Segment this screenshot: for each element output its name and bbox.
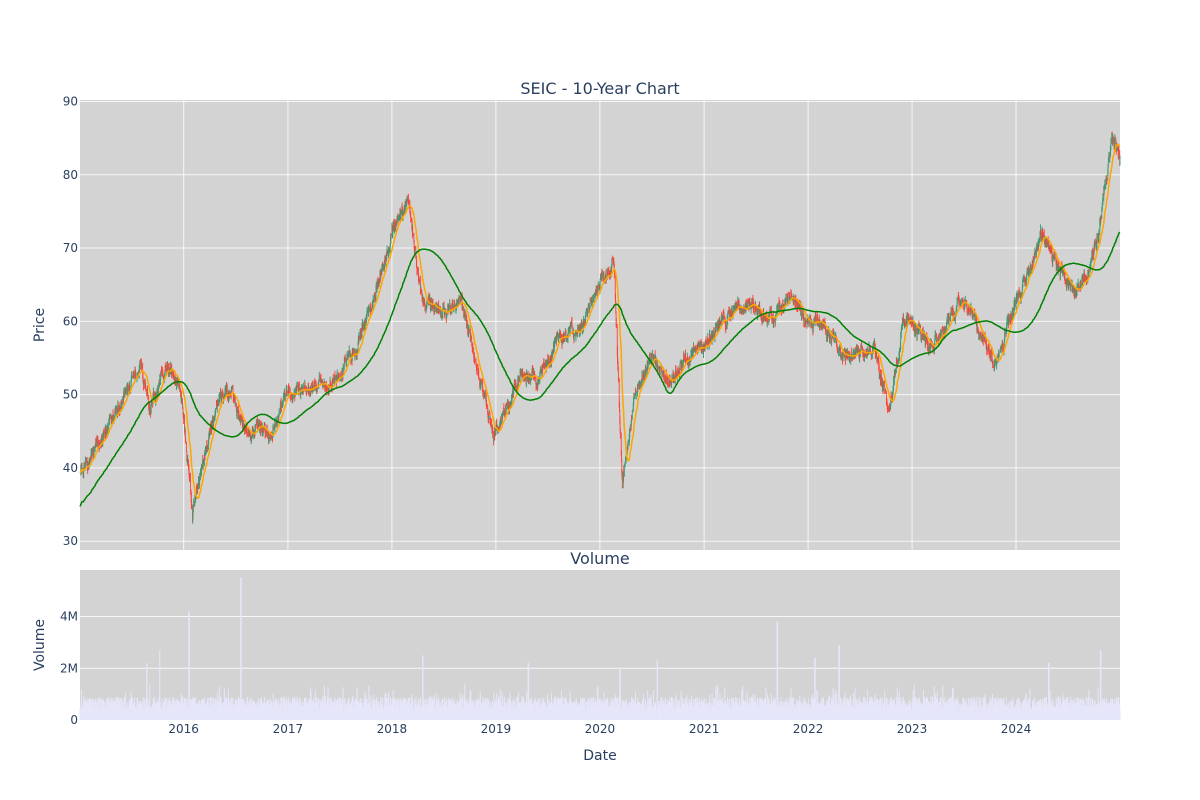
price-y-tick-60: 60 [63,314,78,328]
price-panel: 30 40 50 60 70 80 90 Price [32,94,1121,550]
price-y-tick-40: 40 [63,461,78,475]
chart-title: SEIC - 10-Year Chart [520,79,679,98]
moving-average-long-line [79,231,1121,507]
price-y-tick-30: 30 [63,534,78,548]
price-y-tick-70: 70 [63,241,78,255]
price-y-ticks: 30 40 50 60 70 80 90 [63,94,78,548]
price-y-tick-90: 90 [63,94,78,108]
price-axis-title: Price [32,308,48,342]
moving-average-short-line [79,143,1121,500]
price-y-tick-50: 50 [63,388,78,402]
volume-plot-background [80,570,1120,720]
price-y-tick-80: 80 [63,168,78,182]
volume-bars [79,577,1121,720]
price-grid [80,100,1120,550]
volume-panel-title: Volume [570,549,630,568]
